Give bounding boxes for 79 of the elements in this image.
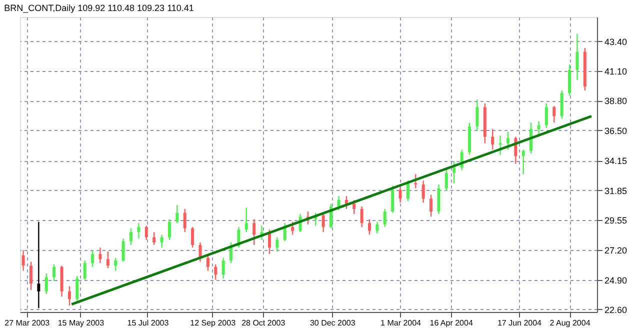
candlestick — [168, 218, 171, 240]
candlestick — [506, 131, 510, 150]
y-tick-label: 24.90 — [604, 275, 628, 286]
candlestick — [291, 221, 294, 236]
candlestick — [322, 213, 325, 233]
candlestick — [137, 222, 140, 240]
x-tick-label: 2 Aug 2004 — [550, 318, 591, 328]
candlestick — [444, 167, 448, 192]
candlestick — [552, 105, 556, 124]
candlestick — [114, 257, 118, 272]
candlestick — [76, 275, 79, 302]
candlestick — [214, 264, 218, 280]
candlestick — [29, 261, 32, 291]
candlestick — [91, 250, 94, 268]
candlestick — [83, 260, 86, 280]
candlestick — [52, 264, 56, 282]
candlestick — [352, 199, 356, 215]
candlestick — [183, 208, 186, 233]
y-tick-label: 34.15 — [604, 156, 628, 166]
candlestick — [544, 102, 548, 128]
y-tick-label: 41.10 — [604, 66, 628, 77]
candlestick — [437, 184, 440, 215]
candlestick — [122, 238, 125, 262]
x-tick-label: 28 Oct 2003 — [242, 318, 286, 328]
candlestick — [476, 98, 479, 131]
candlestick — [191, 226, 194, 248]
candlestick — [391, 185, 394, 214]
candlestick — [498, 134, 502, 156]
y-tick-label: 38.80 — [604, 96, 628, 106]
candlestick — [360, 206, 364, 228]
y-tick-label: 31.85 — [604, 186, 628, 196]
candlestick — [452, 160, 456, 184]
candlestick — [430, 194, 433, 218]
candlestick — [152, 232, 156, 246]
candlestick — [560, 90, 564, 120]
candlestick — [368, 218, 371, 236]
x-tick-label: 16 Apr 2004 — [430, 318, 474, 328]
candlestick — [422, 180, 425, 204]
candlestick — [22, 250, 25, 272]
candlestick — [414, 174, 418, 189]
candlestick — [276, 236, 279, 252]
candlestick — [144, 225, 148, 240]
x-tick-label: 15 Jul 2003 — [127, 318, 170, 328]
x-tick-label: 17 Jun 2004 — [497, 318, 542, 328]
candlestick — [491, 128, 494, 150]
candlestick — [68, 286, 71, 306]
x-tick-label: 30 Dec 2003 — [310, 318, 356, 328]
x-tick-label: 27 Mar 2003 — [4, 318, 50, 328]
candlestick — [568, 64, 572, 96]
candlestick — [222, 257, 225, 280]
y-tick-label: 43.40 — [604, 36, 628, 47]
candlestick — [344, 195, 348, 210]
candlestick — [44, 272, 48, 295]
candlestick — [376, 221, 379, 234]
candlestick — [522, 149, 525, 175]
candlestick — [252, 218, 256, 246]
candlestick — [37, 221, 40, 309]
x-tick-label: 15 May 2003 — [58, 318, 105, 328]
y-tick-label: 22.60 — [604, 304, 628, 315]
candlestick — [576, 33, 579, 81]
candlestick — [106, 250, 110, 269]
candlestick — [537, 120, 540, 138]
candlestick — [206, 253, 210, 272]
candlestick — [244, 207, 248, 233]
candlestick — [406, 180, 410, 202]
candlestick — [337, 195, 340, 211]
candlestick — [176, 204, 179, 224]
candlestick — [160, 234, 164, 248]
candlestick — [130, 228, 133, 246]
y-tick-label: 27.20 — [604, 246, 628, 256]
x-tick-label: 12 Sep 2003 — [190, 318, 236, 328]
candlestick — [398, 186, 402, 204]
y-tick-label: 29.55 — [604, 215, 628, 226]
candlestick — [98, 246, 102, 264]
chart-title: BRN_CONT,Daily 109.92 110.48 109.23 110.41 — [4, 3, 194, 13]
candlestick — [383, 208, 386, 228]
x-tick-label: 1 Mar 2004 — [380, 318, 422, 328]
y-tick-label: 36.50 — [604, 126, 628, 136]
candlestick — [283, 222, 286, 242]
